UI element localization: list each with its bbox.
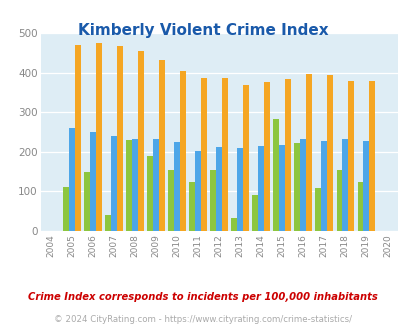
Bar bbox=[195, 150, 200, 231]
Bar bbox=[285, 79, 290, 231]
Bar bbox=[252, 195, 258, 231]
Bar bbox=[84, 172, 90, 231]
Bar bbox=[258, 146, 264, 231]
Bar bbox=[189, 182, 195, 231]
Bar bbox=[279, 145, 285, 231]
Bar bbox=[243, 85, 249, 231]
Bar bbox=[216, 148, 222, 231]
Bar bbox=[231, 218, 237, 231]
Bar bbox=[222, 78, 228, 231]
Bar bbox=[321, 141, 326, 231]
Bar bbox=[305, 74, 311, 231]
Bar bbox=[126, 140, 132, 231]
Bar bbox=[174, 142, 180, 231]
Bar bbox=[264, 82, 269, 231]
Bar bbox=[75, 45, 81, 231]
Bar bbox=[117, 46, 123, 231]
Text: Crime Index corresponds to incidents per 100,000 inhabitants: Crime Index corresponds to incidents per… bbox=[28, 292, 377, 302]
Bar bbox=[210, 170, 216, 231]
Bar bbox=[168, 170, 174, 231]
Bar bbox=[63, 187, 69, 231]
Bar bbox=[153, 139, 159, 231]
Bar bbox=[105, 215, 111, 231]
Bar bbox=[111, 136, 117, 231]
Bar bbox=[369, 81, 374, 231]
Bar bbox=[90, 132, 96, 231]
Bar bbox=[326, 75, 333, 231]
Bar bbox=[341, 139, 347, 231]
Bar bbox=[362, 141, 369, 231]
Bar bbox=[132, 139, 138, 231]
Bar bbox=[96, 43, 102, 231]
Bar bbox=[347, 81, 353, 231]
Bar bbox=[159, 60, 164, 231]
Bar bbox=[147, 156, 153, 231]
Bar bbox=[336, 170, 341, 231]
Bar bbox=[180, 71, 185, 231]
Bar bbox=[200, 78, 207, 231]
Text: © 2024 CityRating.com - https://www.cityrating.com/crime-statistics/: © 2024 CityRating.com - https://www.city… bbox=[54, 314, 351, 324]
Bar bbox=[237, 148, 243, 231]
Bar bbox=[294, 143, 300, 231]
Bar bbox=[138, 51, 144, 231]
Bar bbox=[69, 128, 75, 231]
Text: Kimberly Violent Crime Index: Kimberly Violent Crime Index bbox=[77, 23, 328, 38]
Bar bbox=[300, 139, 305, 231]
Bar bbox=[273, 119, 279, 231]
Bar bbox=[357, 182, 362, 231]
Bar bbox=[315, 188, 321, 231]
